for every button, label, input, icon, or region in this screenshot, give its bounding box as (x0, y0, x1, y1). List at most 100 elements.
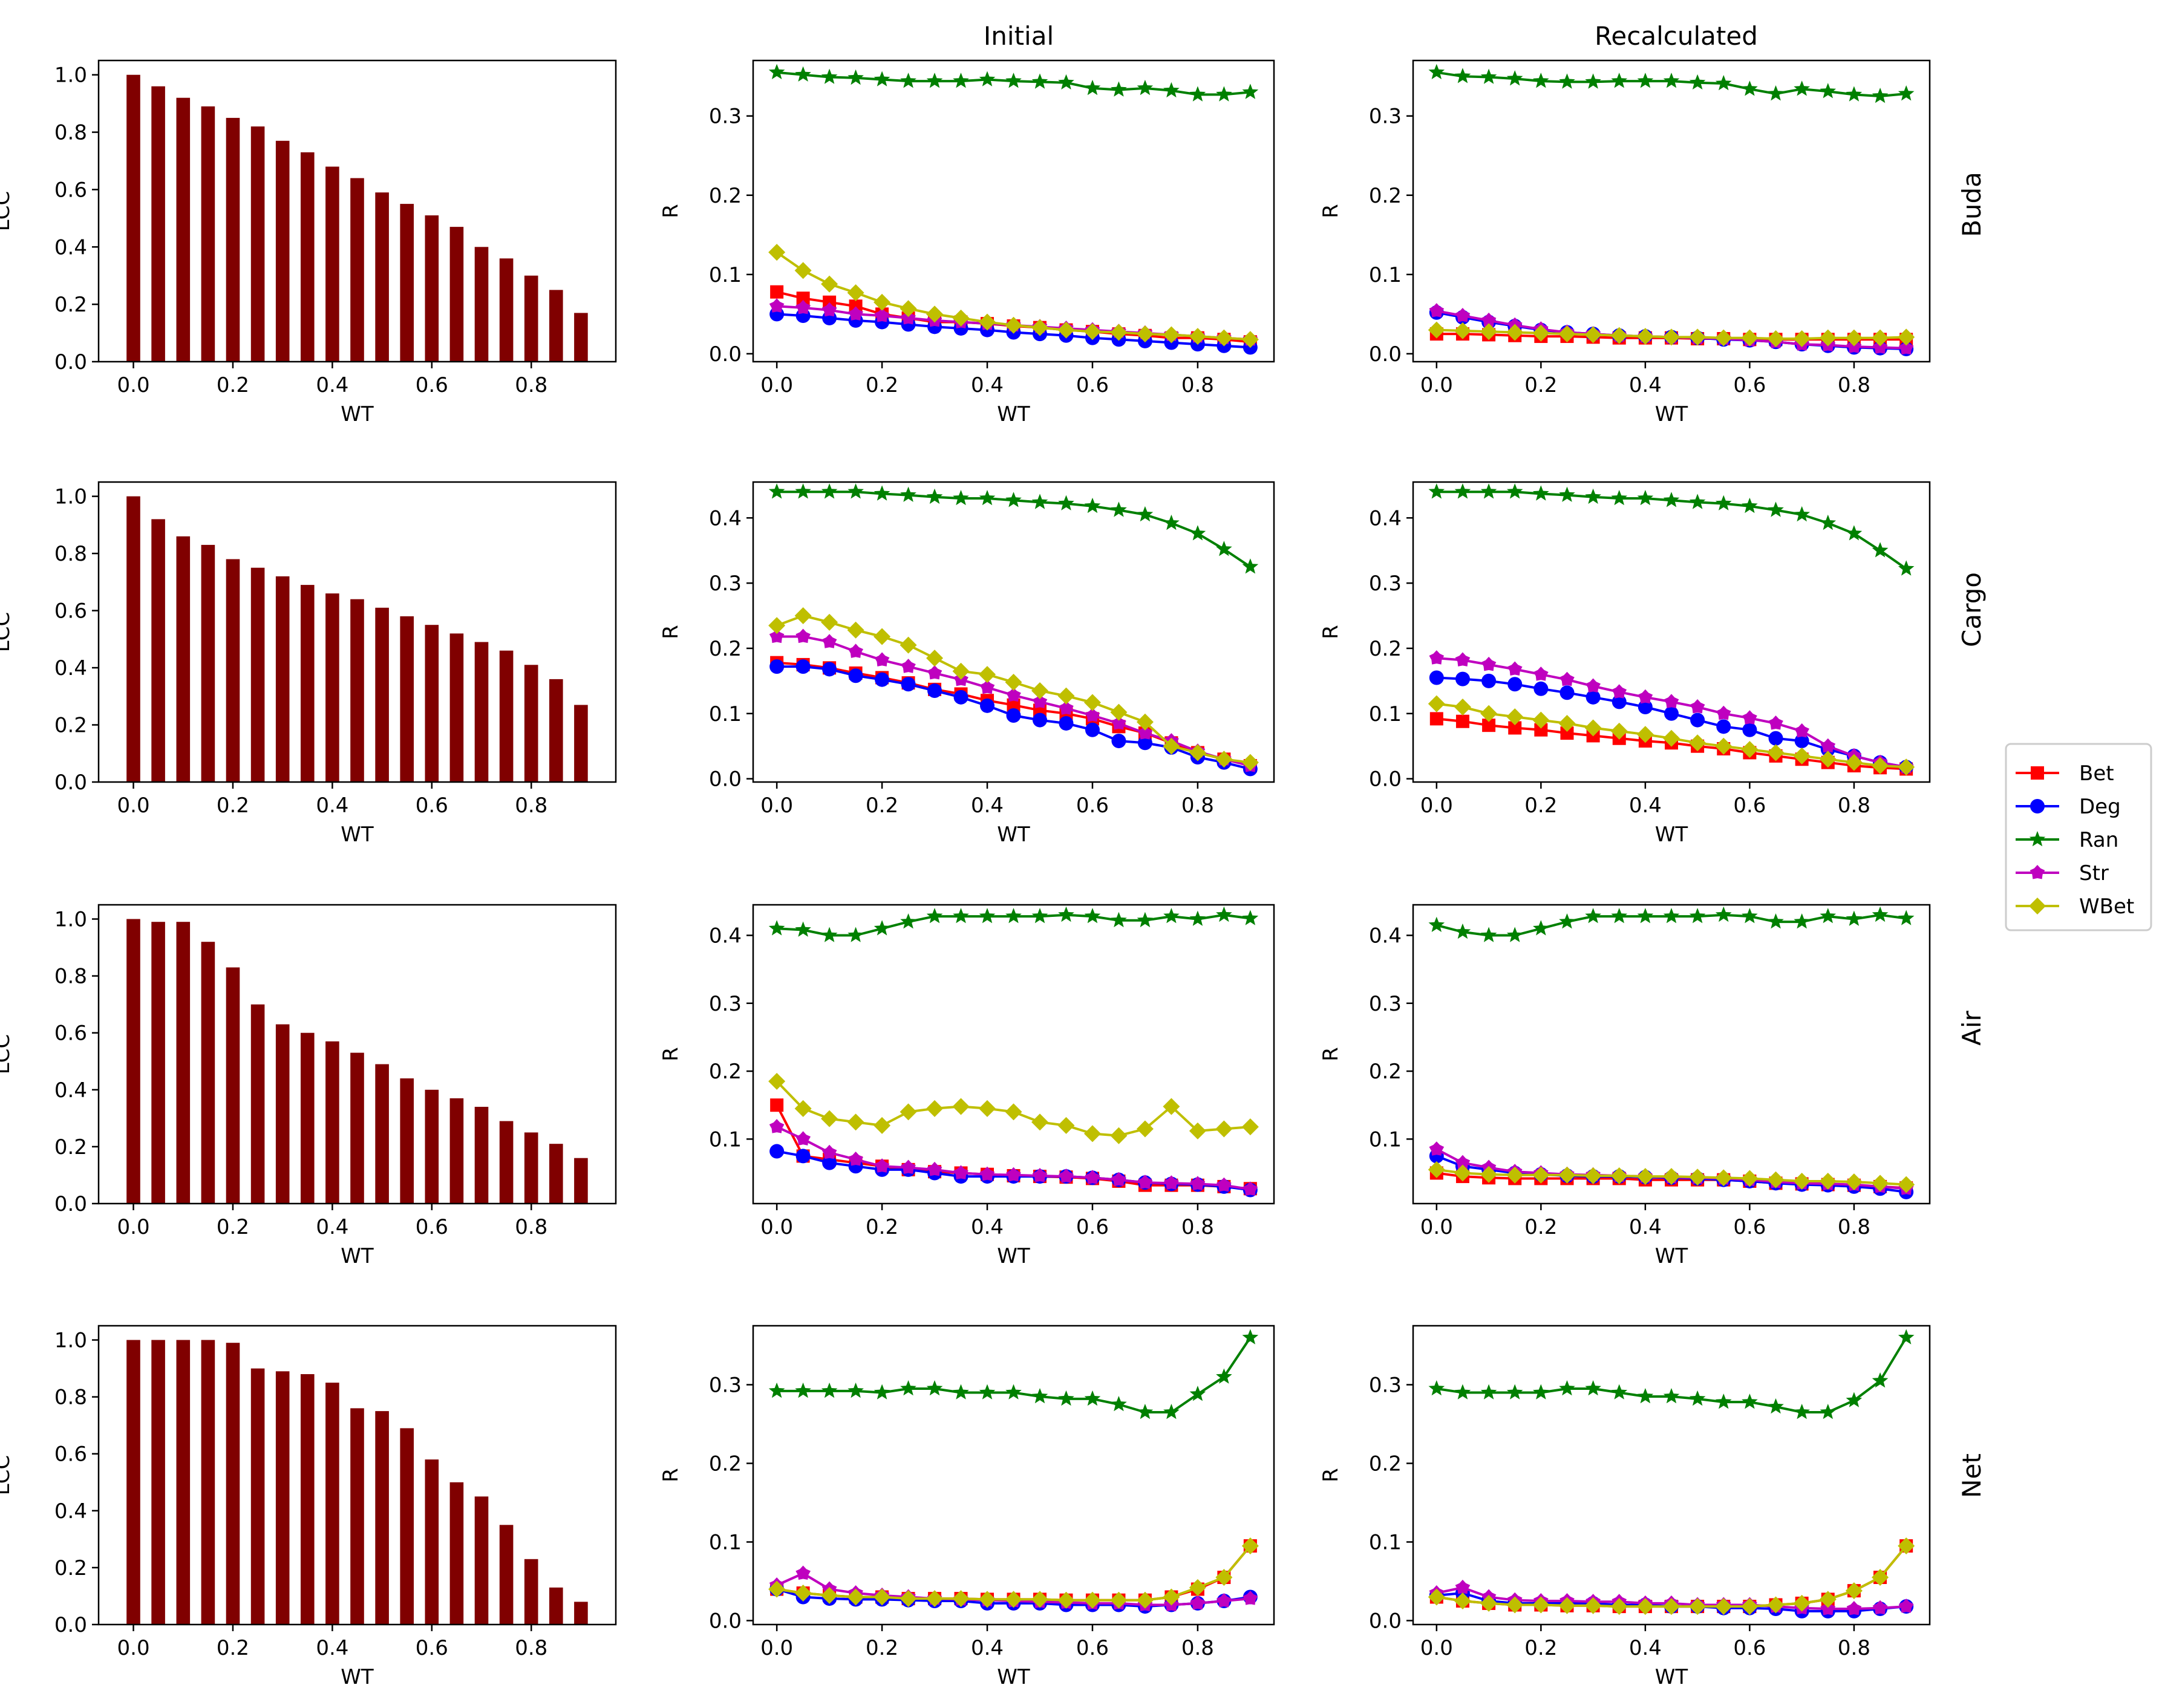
data-point-wbet (926, 305, 944, 323)
subplot-buda-recalculated: 0.0 0.2 0.4 0.6 0.8 0.0 0.1 0.2 0.3 WT R (1319, 59, 1931, 426)
data-point-wbet (1715, 737, 1733, 755)
x-tick-label: 0.6 (1733, 1215, 1766, 1239)
bar (275, 576, 290, 782)
bar (499, 258, 514, 362)
data-point-ran (1820, 908, 1837, 924)
y-axis-label: R (659, 625, 683, 639)
data-point-str (1455, 308, 1471, 322)
data-point-ran (1242, 558, 1259, 574)
data-point-str (1085, 1170, 1100, 1184)
data-point-ran (953, 1384, 969, 1400)
bar (226, 1343, 240, 1625)
data-point-wbet (1532, 324, 1550, 342)
data-point-str (1006, 687, 1021, 702)
data-point-ran (1216, 86, 1232, 102)
data-point-ran (1031, 494, 1048, 509)
data-point-ran (1428, 1380, 1445, 1396)
data-point-ran (847, 483, 864, 499)
y-tick-label: 0.4 (709, 506, 742, 530)
data-point-wbet (768, 617, 786, 634)
data-point-ran (847, 927, 864, 942)
bar (574, 313, 588, 362)
bar (325, 166, 339, 362)
legend-label-str: Str (2079, 861, 2109, 885)
y-tick-label: 0.0 (54, 1192, 87, 1216)
data-point-ran (1189, 1386, 1206, 1401)
bar (425, 215, 439, 362)
data-point-ran (1084, 497, 1101, 513)
data-point-ran (979, 490, 996, 506)
data-point-wbet (768, 1580, 786, 1598)
x-axis-label: WT (1655, 1665, 1688, 1689)
x-axis-label: WT (997, 823, 1030, 847)
data-point-deg (769, 659, 785, 674)
bar (126, 496, 140, 782)
data-point-bet (770, 285, 784, 299)
row-label-buda: Buda (1957, 172, 1987, 237)
data-point-ran (1189, 86, 1206, 102)
data-point-wbet (1663, 729, 1680, 747)
data-point-wbet (1215, 1569, 1233, 1586)
data-point-ran (1005, 1384, 1022, 1400)
data-point-wbet (1241, 1537, 1259, 1554)
data-point-wbet (1189, 328, 1206, 345)
data-point-ran (1611, 73, 1628, 88)
data-point-wbet (1136, 1591, 1154, 1609)
y-tick-label: 0.6 (54, 1022, 87, 1046)
data-point-str (1455, 1579, 1471, 1594)
data-point-ran (1137, 79, 1154, 96)
data-point-wbet (1480, 1594, 1498, 1612)
x-tick-label: 0.8 (1838, 794, 1870, 818)
data-point-wbet (1767, 1596, 1785, 1614)
data-point-ran (1768, 85, 1784, 101)
y-tick-label: 0.0 (1369, 342, 1402, 367)
data-point-ran (768, 483, 785, 499)
data-point-wbet (1163, 326, 1180, 344)
legend-label-ran: Ran (2079, 828, 2118, 852)
legend-marker-wbet (2029, 898, 2046, 914)
data-point-ran (1898, 85, 1915, 101)
data-point-ran (1794, 80, 1810, 96)
data-point-wbet (1558, 1597, 1576, 1614)
data-point-wbet (1584, 1597, 1602, 1614)
bar (350, 1408, 364, 1625)
data-point-str (1164, 1175, 1179, 1190)
data-point-ran (1559, 486, 1575, 502)
data-point-wbet (1584, 719, 1602, 737)
data-point-deg (795, 659, 811, 674)
data-point-ran (1872, 1372, 1889, 1388)
bar (176, 536, 191, 782)
row-label-cargo: Cargo (1957, 572, 1987, 647)
data-point-deg (875, 672, 890, 687)
data-point-str (1898, 1599, 1914, 1613)
bar (499, 650, 514, 782)
data-point-ran (900, 73, 916, 88)
data-point-ran (1428, 916, 1445, 932)
x-tick-label: 0.0 (760, 794, 793, 818)
data-point-wbet (1898, 328, 1915, 346)
data-point-str (901, 659, 916, 673)
data-point-deg (1111, 734, 1126, 749)
bar (549, 1144, 563, 1204)
y-tick-label: 1.0 (54, 64, 87, 88)
data-point-ran (1663, 908, 1680, 924)
subplot-air-initial: 0.0 0.2 0.4 0.6 0.8 0.1 0.2 0.3 0.4 WT R (659, 904, 1275, 1268)
data-point-str (1217, 1177, 1232, 1192)
data-point-ran (1163, 908, 1180, 924)
data-point-str (979, 1166, 995, 1181)
data-point-wbet (1428, 1161, 1445, 1178)
data-point-ran (821, 68, 838, 84)
data-point-str (1872, 1600, 1888, 1615)
y-axis-label: R (1319, 204, 1343, 218)
x-tick-label: 0.4 (316, 373, 348, 397)
y-tick-label: 0.1 (709, 263, 742, 287)
data-point-deg (1085, 722, 1100, 737)
x-tick-label: 0.4 (316, 794, 348, 818)
data-point-str (795, 1565, 811, 1580)
data-point-deg (1586, 689, 1601, 705)
data-point-str (769, 1119, 785, 1133)
data-point-str (874, 308, 890, 322)
bar (449, 1482, 464, 1625)
data-point-ran (926, 1380, 943, 1396)
